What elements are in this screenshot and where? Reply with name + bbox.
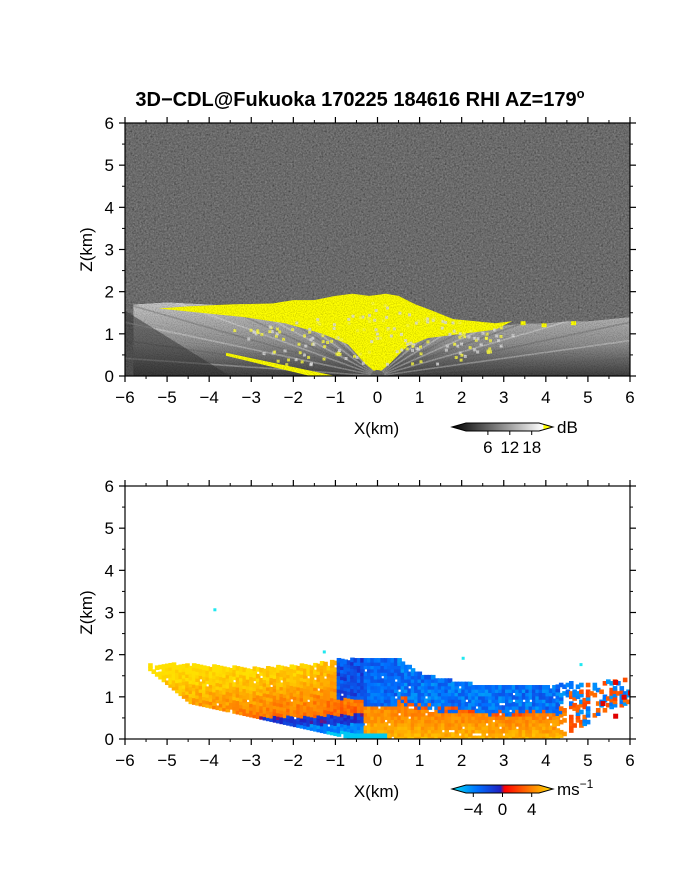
velocity-y-axis-label: Z(km) [77,590,96,634]
x-tick-label: 3 [499,751,508,770]
x-tick-label: 4 [541,388,550,407]
colorbar-tick-label: 4 [527,800,536,819]
y-tick-label: 5 [105,156,114,175]
y-tick-label: 0 [105,367,114,386]
x-tick-label: −4 [199,751,218,770]
y-tick-label: 6 [105,477,114,496]
y-tick-label: 3 [105,604,114,623]
y-tick-label: 4 [105,198,114,217]
snr-colorbar: 6 12 18 dB [450,418,578,457]
velocity-speckle [461,656,465,660]
x-tick-label: −6 [115,388,134,407]
y-tick-label: 2 [105,646,114,665]
velocity-panel: −6 −5 −4 −3 −2 −1 0 1 2 3 4 5 6 0 1 2 3 4 5 6 X(km) Z(km) −… [77,477,636,819]
colorbar-tick-label: 6 [483,438,492,457]
x-tick-label: 0 [373,388,382,407]
velocity-speckle [627,690,630,696]
chart-title: 3D−CDL@Fukuoka 170225 184616 RHI AZ=179o [135,86,584,111]
colorbar-tick-label: −4 [464,800,483,819]
x-tick-label: −3 [242,388,261,407]
x-tick-label: 1 [415,751,424,770]
velocity-speckle [621,694,627,700]
x-tick-label: −6 [115,751,134,770]
colorbar-unit: ms−1 [557,777,594,799]
velocity-field [148,657,630,739]
velocity-speckle [613,679,619,685]
snr-plot-area [125,123,630,376]
velocity-speckle [579,663,583,667]
y-tick-label: 4 [105,561,114,580]
colorbar-tick-label: 18 [522,438,541,457]
x-tick-label: 4 [541,751,550,770]
x-tick-label: 2 [457,388,466,407]
colorbar-tick-label: 12 [500,438,519,457]
x-tick-label: 3 [499,388,508,407]
x-tick-label: 0 [373,751,382,770]
x-tick-label: 6 [625,751,634,770]
y-tick-label: 6 [105,114,114,133]
x-tick-label: −5 [157,388,176,407]
y-tick-label: 3 [105,241,114,260]
x-tick-label: 5 [583,751,592,770]
x-tick-label: −1 [326,751,345,770]
colorbar-ramp [450,422,555,432]
snr-axis-ticks: −6 −5 −4 −3 −2 −1 0 1 2 3 4 5 6 0 1 2 3 4 5 6 [105,114,636,407]
y-tick-label: 1 [105,325,114,344]
x-tick-label: 1 [415,388,424,407]
colorbar-ramp [450,784,555,794]
x-tick-label: −5 [157,751,176,770]
grain-overlay [125,123,630,376]
snr-x-axis-label: X(km) [354,419,399,438]
velocity-speckle [213,608,217,612]
snr-y-axis-label: Z(km) [77,227,96,271]
velocity-speckle [600,701,606,707]
x-tick-label: 5 [583,388,592,407]
x-tick-label: −2 [284,751,303,770]
velocity-speckle [613,713,619,719]
colorbar-unit: dB [557,418,578,437]
velocity-axis-ticks: −6 −5 −4 −3 −2 −1 0 1 2 3 4 5 6 0 1 2 3 4 5 6 [105,477,636,770]
y-tick-label: 0 [105,730,114,749]
velocity-x-axis-label: X(km) [354,782,399,801]
x-tick-label: 6 [625,388,634,407]
x-tick-label: 2 [457,751,466,770]
y-tick-label: 2 [105,283,114,302]
x-tick-label: −2 [284,388,303,407]
x-tick-label: −3 [242,751,261,770]
x-tick-label: −4 [199,388,218,407]
velocity-colorbar: −4 0 4 ms−1 [450,777,594,819]
velocity-speckle [322,650,326,654]
x-tick-label: −1 [326,388,345,407]
y-tick-label: 5 [105,519,114,538]
velocity-plot-area [125,486,630,739]
y-tick-label: 1 [105,688,114,707]
colorbar-tick-label: 0 [498,800,507,819]
